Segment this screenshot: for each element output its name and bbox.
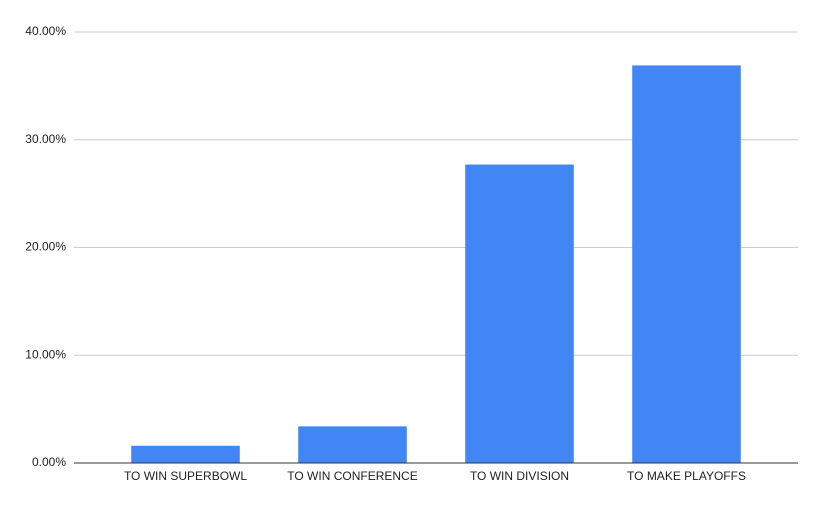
y-tick-label: 0.00%: [32, 455, 66, 469]
bar: [131, 445, 240, 463]
x-tick-label: TO WIN CONFERENCE: [287, 469, 417, 483]
y-tick-label: 10.00%: [25, 347, 66, 361]
x-tick-label: TO MAKE PLAYOFFS: [627, 469, 746, 483]
y-tick-label: 40.00%: [25, 24, 66, 38]
x-tick-label: TO WIN SUPERBOWL: [124, 469, 247, 483]
y-tick-label: 20.00%: [25, 240, 66, 254]
bar: [632, 65, 741, 463]
x-tick-label: TO WIN DIVISION: [470, 469, 569, 483]
y-tick-label: 30.00%: [25, 132, 66, 146]
bar: [465, 164, 574, 463]
bar: [298, 426, 407, 463]
